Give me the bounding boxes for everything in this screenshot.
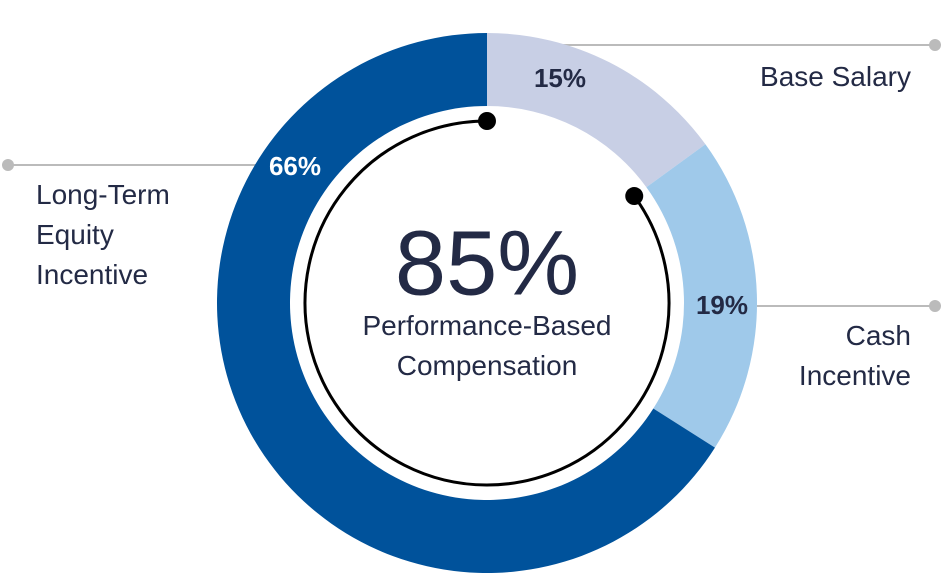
category-label: Cash Incentive	[798, 320, 911, 391]
category-label: Long-Term Equity Incentive	[36, 179, 170, 290]
value-label: 19%	[696, 290, 748, 320]
donut-slice	[217, 33, 715, 573]
donut-slice	[487, 33, 706, 188]
leader-dot	[929, 300, 941, 312]
donut-slice	[646, 144, 758, 448]
center-value: 85%	[395, 212, 579, 314]
center-arc	[303, 119, 671, 487]
leader-dot	[929, 39, 941, 51]
arc-end	[625, 187, 644, 206]
value-label: 66%	[269, 151, 321, 181]
category-label: Base Salary	[760, 61, 911, 92]
value-label: 15%	[534, 63, 586, 93]
leader-dot	[2, 159, 14, 171]
arc-end	[477, 112, 496, 130]
center-caption: Performance-Based Compensation	[362, 310, 612, 381]
